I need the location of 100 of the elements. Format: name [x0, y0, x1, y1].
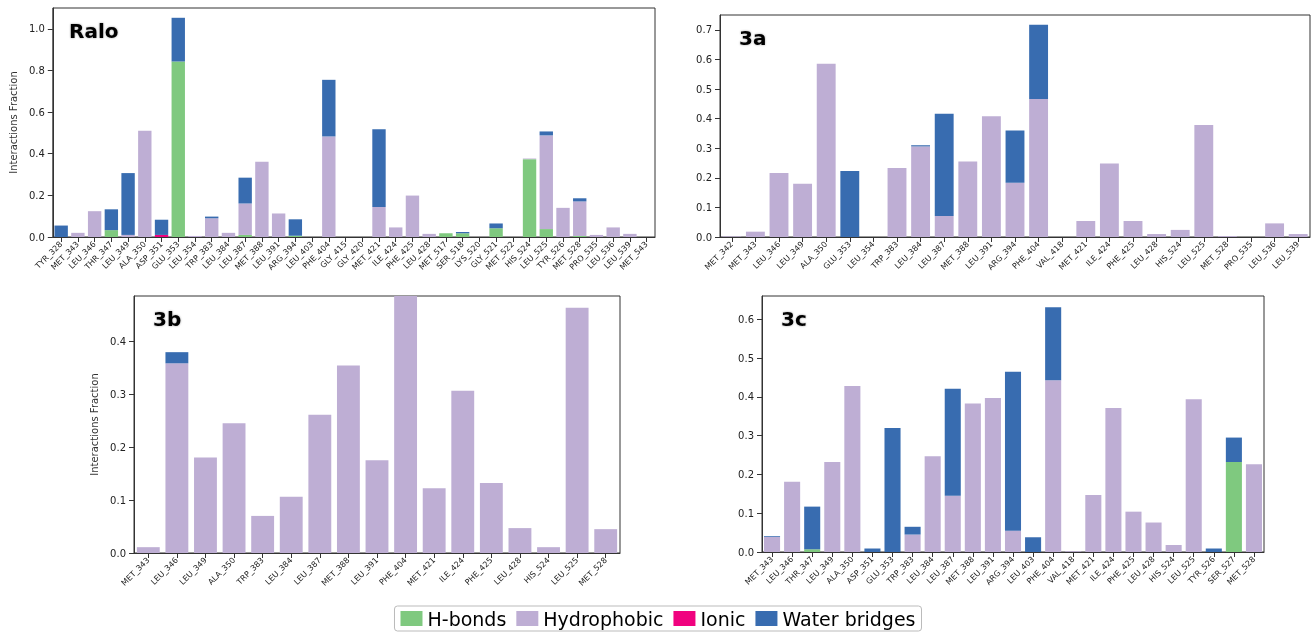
bar: [451, 390, 475, 553]
bar: [904, 526, 921, 535]
bar: [984, 398, 1001, 552]
bar: [165, 363, 189, 553]
y-tick-label: 0.4: [696, 113, 712, 125]
bar: [934, 215, 954, 237]
bar: [565, 307, 589, 553]
bar: [54, 225, 68, 237]
bar: [71, 232, 85, 237]
bar: [840, 170, 860, 237]
bar: [1145, 522, 1162, 552]
bar: [1004, 371, 1022, 531]
bar: [804, 506, 821, 550]
bar: [422, 488, 446, 553]
bar: [322, 136, 336, 237]
bar: [394, 296, 418, 553]
bar: [1185, 399, 1202, 552]
bar: [104, 209, 119, 231]
bar: [539, 131, 553, 136]
bar: [804, 549, 821, 552]
bar: [1005, 182, 1025, 237]
bar: [479, 483, 503, 553]
y-tick-label: 0.1: [738, 507, 754, 519]
bar: [764, 536, 781, 552]
bar: [251, 515, 275, 553]
bar: [539, 135, 553, 230]
bar: [1029, 99, 1049, 237]
y-tick-label: 0.4: [28, 148, 45, 160]
bar: [222, 423, 246, 553]
bar: [279, 496, 303, 553]
bar: [271, 213, 286, 237]
bar: [221, 232, 236, 237]
bar: [1029, 24, 1049, 100]
text: 3a: [739, 26, 767, 50]
bar: [1147, 234, 1167, 237]
bar: [1225, 462, 1242, 552]
y-tick-label: 0.3: [738, 430, 754, 442]
y-tick-label: 0.4: [738, 391, 754, 403]
y-tick-label: 0.0: [110, 547, 126, 559]
bar: [824, 462, 841, 552]
bar: [904, 534, 921, 552]
bar: [1004, 530, 1022, 552]
bar: [255, 161, 269, 237]
y-tick-label: 0.1: [110, 494, 126, 506]
bar: [1045, 380, 1062, 552]
y-axis-title: Interactions Fraction: [88, 373, 100, 476]
y-tick-label: 0.6: [738, 313, 754, 325]
bar: [439, 233, 453, 237]
bar: [308, 414, 332, 553]
bar: [1265, 223, 1285, 237]
text: Ralo: [69, 19, 119, 43]
bar: [964, 403, 981, 552]
y-tick-label: 0.7: [696, 24, 712, 36]
bar: [1005, 130, 1025, 183]
bar: [623, 233, 637, 237]
bar: [522, 159, 537, 237]
y-tick-label: 0.1: [696, 201, 712, 213]
bar: [1245, 464, 1262, 552]
y-tick-label: 0.2: [28, 189, 45, 201]
bar: [405, 195, 420, 237]
y-tick-label: 0.3: [696, 142, 712, 154]
y-tick-label: 0.5: [738, 352, 754, 364]
bar: [238, 203, 252, 235]
legend-label: Water bridges: [782, 607, 916, 630]
bar: [1085, 494, 1102, 552]
bar: [573, 198, 587, 202]
bar: [165, 352, 189, 364]
y-tick-label: 0.8: [28, 64, 45, 76]
bar: [784, 481, 801, 552]
bar: [121, 234, 135, 237]
bar: [1105, 408, 1122, 552]
bar: [194, 457, 217, 553]
bar: [1045, 307, 1062, 381]
bar: [537, 547, 560, 553]
bar: [389, 227, 403, 237]
bar: [171, 17, 185, 62]
legend-label: H-bonds: [427, 607, 507, 630]
bar: [606, 227, 620, 237]
y-tick-label: 0.6: [696, 53, 712, 65]
bar: [372, 129, 386, 208]
bar: [104, 230, 119, 237]
legend-label: Hydrophobic: [543, 607, 664, 630]
bar: [238, 234, 252, 237]
bar: [154, 234, 169, 237]
bar: [508, 528, 532, 553]
bar: [589, 234, 604, 237]
bar: [238, 177, 252, 204]
y-tick-label: 0.0: [738, 546, 754, 558]
y-tick-label: 0.6: [28, 106, 45, 118]
bar: [1123, 221, 1143, 237]
y-tick-label: 0.2: [110, 441, 126, 453]
bar: [322, 79, 336, 137]
bar: [1025, 537, 1042, 552]
bar: [1076, 221, 1096, 237]
bar: [489, 228, 503, 237]
bar: [1288, 234, 1308, 237]
y-tick-label: 0.2: [738, 468, 754, 480]
y-tick-label: 0.2: [696, 172, 712, 184]
bar: [288, 219, 303, 236]
bar: [372, 207, 386, 237]
